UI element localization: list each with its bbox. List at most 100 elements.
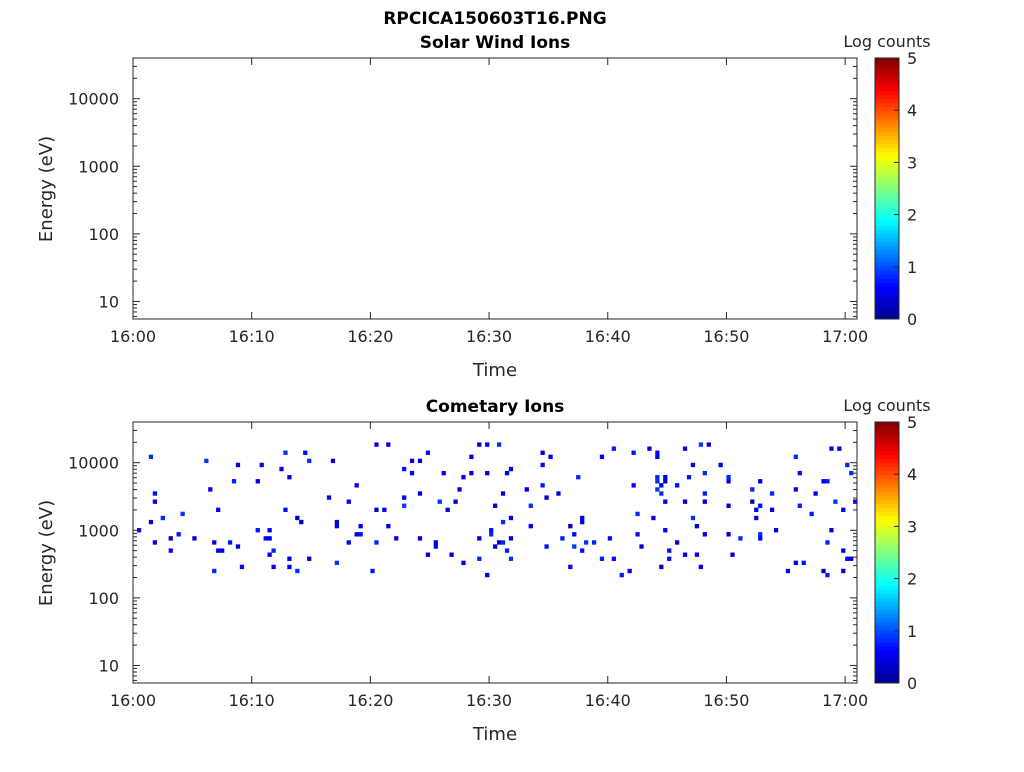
colorbar-segment: [875, 532, 899, 537]
heatmap-cell: [698, 442, 704, 447]
heatmap-cell: [556, 491, 561, 496]
heatmap-cell: [726, 475, 731, 480]
heatmap-cell: [635, 532, 640, 537]
heatmap-cell: [437, 499, 442, 504]
heatmap-cell: [698, 564, 704, 570]
heatmap-cell: [208, 487, 213, 492]
heatmap-cell: [152, 499, 158, 504]
heatmap-cell: [825, 479, 830, 484]
heatmap-cell: [500, 491, 506, 496]
colorbar-segment: [875, 507, 899, 513]
colorbar-segment: [875, 302, 899, 308]
panel-title: Solar Wind Ions: [420, 33, 571, 53]
heatmap-cell: [576, 475, 581, 480]
heatmap-cell: [639, 544, 644, 549]
colorbar-segment: [875, 196, 899, 202]
colorbar-segment: [875, 58, 899, 63]
heatmap-cell: [508, 536, 514, 541]
y-tick-label: 100: [88, 589, 119, 608]
colorbar-segment: [875, 585, 899, 590]
colorbar-segment: [875, 426, 899, 431]
heatmap-cell: [180, 511, 185, 517]
colorbar-segment: [875, 609, 899, 615]
colorbar-segment: [875, 442, 899, 447]
colorbar-segment: [875, 233, 899, 238]
heatmap-cell: [255, 528, 260, 533]
heatmap-cell: [821, 568, 826, 574]
heatmap-cell: [758, 536, 763, 541]
heatmap-cell: [568, 523, 573, 529]
colorbar: 0 1 2 3 4 5: [874, 413, 917, 693]
colorbar-segment: [875, 544, 899, 549]
colorbar-segment: [875, 139, 899, 145]
heatmap-cell: [433, 544, 438, 549]
colorbar-segment: [875, 208, 899, 214]
heatmap-cell: [726, 532, 731, 537]
heatmap-cell: [702, 491, 707, 496]
colorbar-segment: [875, 666, 899, 672]
heatmap-cell: [841, 568, 846, 574]
heatmap-cell: [706, 442, 711, 447]
heatmap-cell: [334, 519, 340, 525]
heatmap-cell: [659, 483, 664, 488]
colorbar-segment: [875, 78, 899, 83]
colorbar-segment: [875, 499, 899, 504]
heatmap-cell: [580, 515, 585, 521]
colorbar-segment: [875, 74, 899, 79]
colorbar-segment: [875, 310, 899, 316]
heatmap-cell: [508, 556, 514, 561]
heatmap-cell: [682, 552, 688, 557]
heatmap-cell: [560, 536, 565, 541]
heatmap-cell: [726, 479, 731, 484]
heatmap-cell: [386, 523, 391, 529]
heatmap-cell: [801, 560, 806, 566]
heatmap-cell: [192, 536, 197, 541]
heatmap-cell: [663, 499, 668, 504]
heatmap-cell: [809, 511, 814, 517]
colorbar-segment: [875, 135, 899, 140]
heatmap-cell: [675, 483, 680, 488]
x-tick-label: 16:20: [347, 327, 393, 346]
heatmap-cell: [580, 548, 585, 553]
heatmap-cell: [477, 536, 482, 541]
colorbar-segment: [875, 200, 899, 206]
heatmap-cell: [453, 499, 458, 504]
figure-title: RPCICA150603T16.PNG: [383, 9, 606, 29]
colorbar-segment: [875, 143, 899, 149]
plot-frame: [132, 57, 858, 320]
colorbar-segment: [875, 650, 899, 655]
colorbar-segment: [875, 646, 899, 651]
heatmap-cell: [267, 552, 272, 557]
colorbar-tick-label: 1: [907, 622, 917, 641]
heatmap-cell: [599, 454, 605, 460]
heatmap-cell: [204, 458, 209, 464]
colorbar-segment: [875, 282, 899, 287]
heatmap-cell: [374, 442, 379, 447]
heatmap-cell: [829, 528, 834, 533]
colorbar-segment: [875, 605, 899, 610]
heatmap-cell: [702, 470, 707, 476]
heatmap-cell: [469, 470, 474, 476]
heatmap-cell: [631, 450, 636, 455]
heatmap-cell: [152, 491, 158, 496]
heatmap-cell: [524, 487, 529, 492]
heatmap-cell: [591, 540, 597, 545]
heatmap-cell: [635, 511, 640, 517]
colorbar-segment: [875, 422, 899, 427]
y-tick-label: 1000: [78, 157, 119, 176]
colorbar-segment: [875, 204, 899, 210]
heatmap-cell: [702, 499, 707, 504]
colorbar-frame: [874, 421, 900, 684]
colorbar-segment: [875, 274, 899, 279]
heatmap-cell: [655, 475, 660, 480]
heatmap-cell: [853, 499, 858, 504]
colorbar-segment: [875, 572, 899, 578]
colorbar-segment: [875, 298, 899, 304]
heatmap-cell: [287, 564, 292, 570]
heatmap-cell: [663, 479, 668, 484]
heatmap-cell: [227, 540, 233, 545]
heatmap-cell: [845, 462, 850, 468]
heatmap-cell: [544, 495, 549, 500]
x-tick-label: 17:00: [822, 327, 868, 346]
colorbar-segment: [875, 446, 899, 451]
